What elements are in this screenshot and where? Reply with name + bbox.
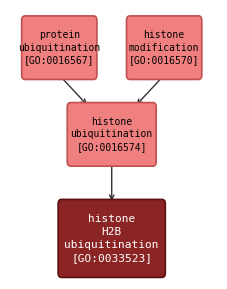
- Text: histone
ubiquitination
[GO:0016574]: histone ubiquitination [GO:0016574]: [70, 116, 152, 152]
- FancyBboxPatch shape: [67, 103, 155, 166]
- FancyBboxPatch shape: [58, 199, 165, 277]
- FancyBboxPatch shape: [22, 16, 96, 79]
- Text: histone
H2B
ubiquitination
[GO:0033523]: histone H2B ubiquitination [GO:0033523]: [64, 214, 158, 263]
- Text: protein
ubiquitination
[GO:0016567]: protein ubiquitination [GO:0016567]: [18, 30, 100, 66]
- Text: histone
modification
[GO:0016570]: histone modification [GO:0016570]: [128, 30, 199, 66]
- FancyBboxPatch shape: [126, 16, 201, 79]
